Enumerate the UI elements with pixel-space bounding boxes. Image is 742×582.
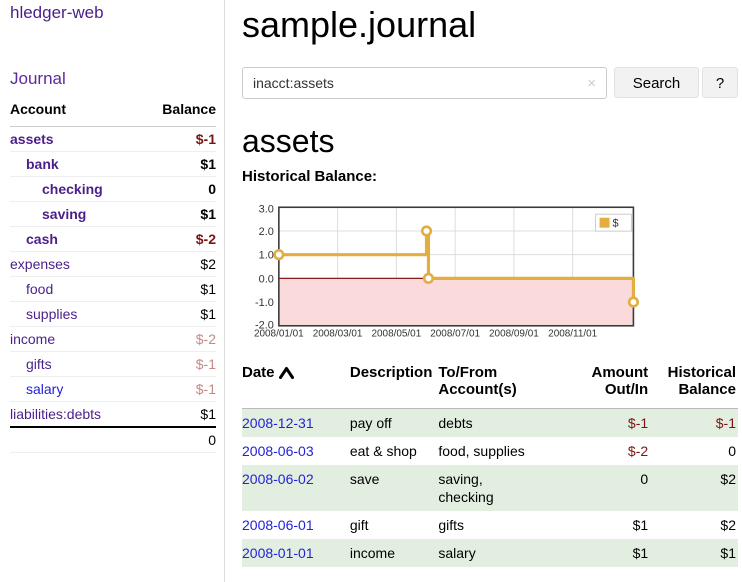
svg-text:2008/07/01: 2008/07/01 [430, 329, 480, 340]
svg-text:0.0: 0.0 [259, 273, 274, 285]
svg-text:3.0: 3.0 [259, 204, 274, 216]
svg-text:2008/03/01: 2008/03/01 [313, 329, 363, 340]
svg-text:$: $ [613, 218, 619, 230]
svg-text:1.0: 1.0 [259, 250, 274, 262]
svg-text:2008/05/01: 2008/05/01 [372, 329, 422, 340]
svg-text:2.0: 2.0 [259, 226, 274, 238]
svg-text:-1.0: -1.0 [255, 297, 274, 309]
svg-text:2008/09/01: 2008/09/01 [489, 329, 539, 340]
svg-text:2008/11/01: 2008/11/01 [548, 329, 597, 340]
svg-text:2008/01/01: 2008/01/01 [254, 329, 304, 340]
